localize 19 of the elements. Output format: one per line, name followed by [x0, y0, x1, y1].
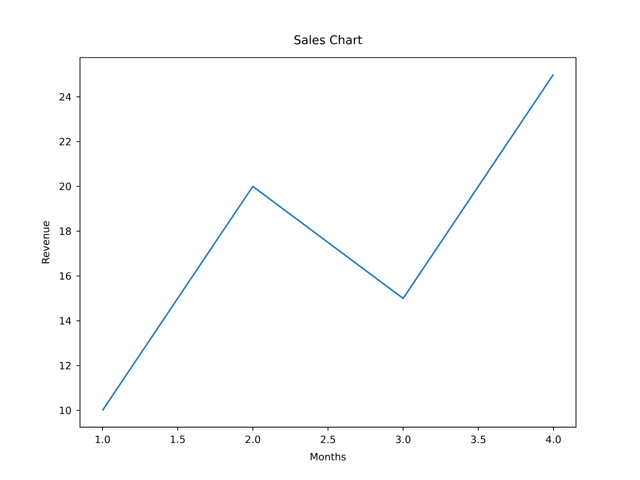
x-tick-label: 2.5	[320, 436, 336, 444]
x-tick-label: 1.5	[170, 436, 185, 444]
y-axis-title: Revenue	[42, 221, 50, 264]
y-tick-label: 18	[60, 227, 71, 235]
y-tick-label: 16	[60, 272, 71, 280]
y-tick-label: 24	[60, 93, 72, 101]
y-tick-label: 20	[60, 182, 71, 190]
x-tick-label: 2.0	[246, 436, 260, 444]
x-tick-label: 3.5	[471, 436, 486, 444]
y-tick-label: 22	[60, 138, 71, 146]
y-tick-label: 14	[60, 317, 72, 324]
y-tick-label: 10	[60, 406, 71, 414]
x-tick-label: 3.0	[396, 436, 410, 444]
x-tick-label: 4.0	[546, 436, 561, 444]
x-axis-title: Months	[310, 452, 346, 460]
line-series	[102, 74, 554, 412]
chart-title: Sales Chart	[294, 35, 362, 44]
x-tick-label: 1.0	[96, 436, 110, 444]
y-tick-label: 12	[60, 362, 71, 370]
